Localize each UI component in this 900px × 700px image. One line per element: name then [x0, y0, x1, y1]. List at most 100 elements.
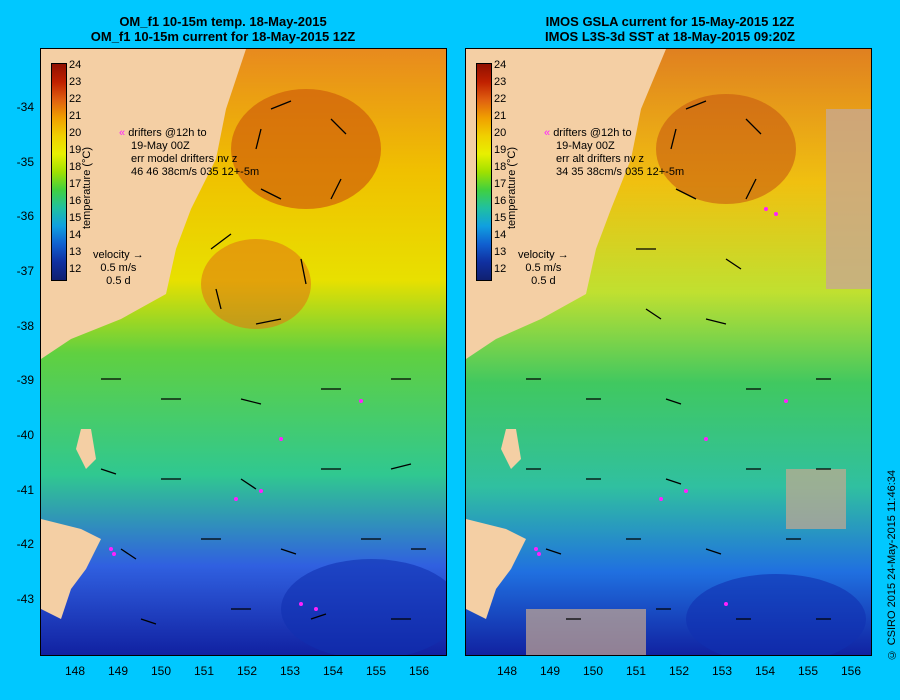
- left-title-line1: OM_f1 10-15m temp. 18-May-2015: [119, 14, 327, 29]
- lon-tick-label: 156: [408, 664, 430, 678]
- note-line: 19-May 00Z: [131, 140, 190, 152]
- lat-tick-label: -35: [16, 155, 34, 169]
- colorbar-tick: 13: [69, 246, 82, 258]
- colorbar-tick: 17: [69, 178, 82, 190]
- colorbar-tick: 20: [494, 127, 507, 139]
- colorbar: [51, 63, 67, 281]
- lon-tick-label: 151: [625, 664, 647, 678]
- colorbar-tick: 24: [494, 59, 507, 71]
- note-line: 19-May 00Z: [556, 140, 615, 152]
- tasmania-land: [41, 519, 101, 619]
- colorbar-tick: 20: [69, 127, 82, 139]
- lat-tick-label: -40: [16, 428, 34, 442]
- lat-tick-label: -34: [16, 100, 34, 114]
- arrow-icon: →: [132, 249, 144, 261]
- colorbar-title: temperature (°C): [81, 146, 93, 229]
- note-line: 34 35 38cm/s 035 12+-5m: [556, 166, 685, 178]
- drifter-markers: [109, 399, 363, 611]
- lon-tick-label: 151: [193, 664, 215, 678]
- lat-tick-label: -36: [16, 209, 34, 223]
- current-vectors: [100, 100, 426, 625]
- island-land: [76, 429, 96, 469]
- colorbar-tick: 23: [69, 76, 82, 88]
- ocean-temperature-field: [41, 49, 446, 655]
- cloud-mask: [526, 609, 646, 655]
- colorbar-tick: 15: [494, 212, 507, 224]
- cold-water-region: [281, 559, 446, 655]
- colorbar-tick: 18: [494, 161, 507, 173]
- right-title-line2: IMOS L3S-3d SST at 18-May-2015 09:20Z: [545, 29, 795, 44]
- copyright-text: © CSIRO 2015 24-May-2015 11:46:34: [886, 469, 898, 660]
- note-line: 46 46 38cm/s 035 12+-5m: [131, 166, 260, 178]
- left-title: OM_f1 10-15m temp. 18-May-2015 OM_f1 10-…: [8, 14, 438, 44]
- drifter-note: « drifters @12h to 19-May 00Z err model …: [119, 127, 259, 179]
- colorbar-tick: 16: [494, 195, 507, 207]
- velocity-speed: 0.5 m/s: [525, 262, 562, 274]
- note-line: drifters @12h to: [128, 127, 207, 139]
- warm-eddy: [656, 94, 796, 204]
- left-map-panel: 24 23 22 21 20 19 18 17 16 15 14 13 12 t…: [40, 48, 447, 656]
- colorbar-tick: 24: [69, 59, 82, 71]
- lon-tick-label: 155: [797, 664, 819, 678]
- tasmania-land: [466, 519, 526, 619]
- cloud-mask: [826, 109, 871, 289]
- lon-tick-label: 152: [236, 664, 258, 678]
- lon-tick-label: 149: [539, 664, 561, 678]
- lat-tick-label: -41: [16, 483, 34, 497]
- current-vectors: [526, 100, 831, 620]
- note-line: err alt drifters nv z: [556, 153, 645, 165]
- cold-water-region: [686, 574, 866, 655]
- lon-tick-label: 150: [150, 664, 172, 678]
- velocity-key: velocity → 0.5 m/s 0.5 d: [93, 249, 144, 288]
- colorbar-tick: 15: [69, 212, 82, 224]
- colorbar-tick: 21: [69, 110, 82, 122]
- velocity-key: velocity → 0.5 m/s 0.5 d: [518, 249, 569, 288]
- drifter-legend-icon: «: [544, 127, 551, 139]
- right-title-line1: IMOS GSLA current for 15-May-2015 12Z: [545, 14, 795, 29]
- drifter-legend-icon: «: [119, 127, 126, 139]
- colorbar-tick: 14: [69, 229, 82, 241]
- colorbar-tick: 18: [69, 161, 82, 173]
- colorbar-tick: 23: [494, 76, 507, 88]
- colorbar-tick: 19: [69, 144, 82, 156]
- colorbar-tick: 21: [494, 110, 507, 122]
- colorbar-tick: 12: [494, 263, 507, 275]
- velocity-speed: 0.5 m/s: [100, 262, 137, 274]
- right-map-panel: 24 23 22 21 20 19 18 17 16 15 14 13 12 t…: [465, 48, 872, 656]
- lon-tick-label: 152: [668, 664, 690, 678]
- cloud-mask: [786, 469, 846, 529]
- colorbar-tick: 19: [494, 144, 507, 156]
- lat-tick-label: -37: [16, 264, 34, 278]
- colorbar-tick: 14: [494, 229, 507, 241]
- arrow-icon: →: [557, 249, 569, 261]
- colorbar-tick: 22: [69, 93, 82, 105]
- left-title-line2: OM_f1 10-15m current for 18-May-2015 12Z: [90, 29, 356, 44]
- colorbar: [476, 63, 492, 281]
- velocity-duration: 0.5 d: [531, 275, 556, 287]
- colorbar-tick: 16: [69, 195, 82, 207]
- velocity-duration: 0.5 d: [106, 275, 131, 287]
- warm-eddy: [201, 239, 311, 329]
- lon-tick-label: 153: [279, 664, 301, 678]
- lon-tick-label: 156: [840, 664, 862, 678]
- lon-tick-label: 153: [711, 664, 733, 678]
- colorbar-tick: 12: [69, 263, 82, 275]
- island-land: [501, 429, 521, 469]
- right-map-svg: [466, 49, 871, 655]
- lon-tick-label: 154: [754, 664, 776, 678]
- lon-tick-label: 154: [322, 664, 344, 678]
- velocity-label: velocity: [518, 249, 555, 261]
- colorbar-tick: 22: [494, 93, 507, 105]
- warm-eddy: [231, 89, 381, 209]
- lon-tick-label: 149: [107, 664, 129, 678]
- ocean-sst-field: [466, 49, 871, 655]
- lat-tick-label: -38: [16, 319, 34, 333]
- lat-tick-label: -43: [16, 592, 34, 606]
- lon-tick-label: 150: [582, 664, 604, 678]
- velocity-label: velocity: [93, 249, 130, 261]
- colorbar-tick: 17: [494, 178, 507, 190]
- note-line: err model drifters nv z: [131, 153, 238, 165]
- colorbar-tick: 13: [494, 246, 507, 258]
- drifter-markers: [534, 207, 788, 606]
- drifter-note: « drifters @12h to 19-May 00Z err alt dr…: [544, 127, 684, 179]
